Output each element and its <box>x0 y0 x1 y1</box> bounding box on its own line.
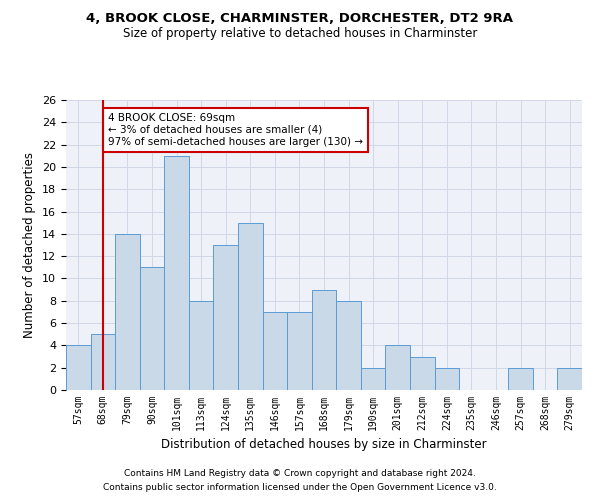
Text: Contains public sector information licensed under the Open Government Licence v3: Contains public sector information licen… <box>103 484 497 492</box>
Bar <box>189 301 214 390</box>
Bar <box>238 222 263 390</box>
Bar <box>164 156 189 390</box>
Text: 4 BROOK CLOSE: 69sqm
← 3% of detached houses are smaller (4)
97% of semi-detache: 4 BROOK CLOSE: 69sqm ← 3% of detached ho… <box>108 114 363 146</box>
Bar <box>312 290 336 390</box>
Bar <box>214 245 238 390</box>
Bar <box>66 346 91 390</box>
Bar <box>385 346 410 390</box>
Bar <box>115 234 140 390</box>
Bar <box>361 368 385 390</box>
Bar <box>91 334 115 390</box>
Bar <box>508 368 533 390</box>
Bar <box>336 301 361 390</box>
Y-axis label: Number of detached properties: Number of detached properties <box>23 152 37 338</box>
Text: Contains HM Land Registry data © Crown copyright and database right 2024.: Contains HM Land Registry data © Crown c… <box>124 468 476 477</box>
Bar <box>557 368 582 390</box>
Text: Size of property relative to detached houses in Charminster: Size of property relative to detached ho… <box>123 28 477 40</box>
Bar <box>287 312 312 390</box>
Bar <box>140 268 164 390</box>
Text: 4, BROOK CLOSE, CHARMINSTER, DORCHESTER, DT2 9RA: 4, BROOK CLOSE, CHARMINSTER, DORCHESTER,… <box>86 12 514 26</box>
Bar <box>263 312 287 390</box>
Bar <box>434 368 459 390</box>
Bar <box>410 356 434 390</box>
X-axis label: Distribution of detached houses by size in Charminster: Distribution of detached houses by size … <box>161 438 487 452</box>
